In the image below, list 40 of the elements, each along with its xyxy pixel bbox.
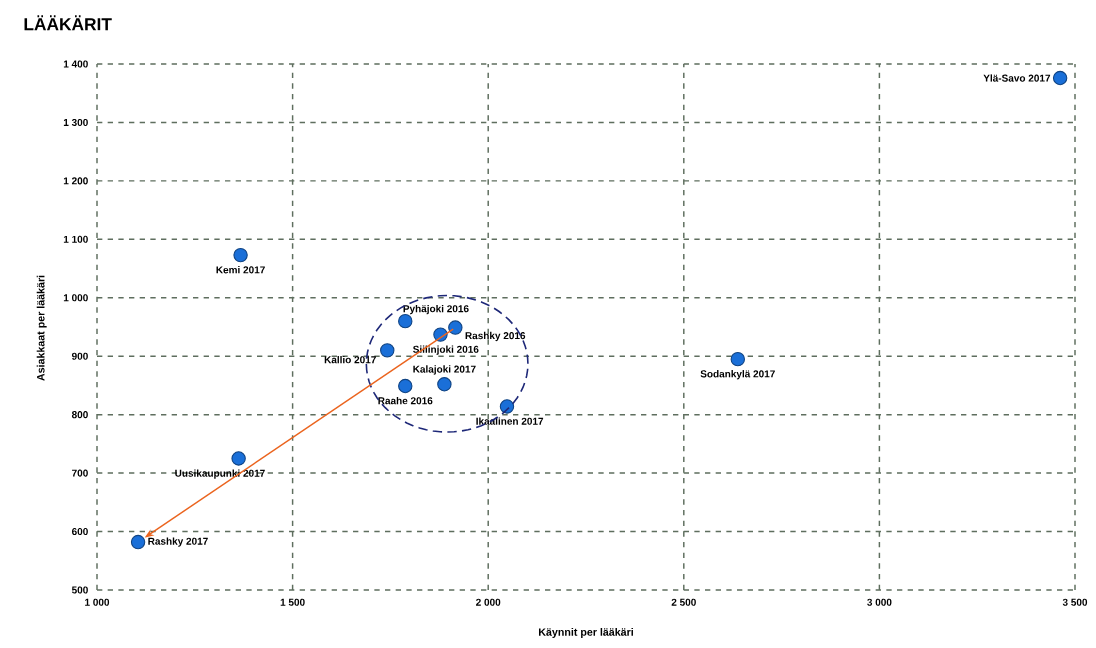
annotation: Pyhäjoki 2016 — [403, 304, 469, 315]
point — [448, 320, 463, 335]
y-axis-title: Asiakkaat per lääkäri — [36, 275, 47, 381]
y-tick-label: 1 300 — [63, 118, 88, 126]
annotation: Ikaalinen 2017 — [476, 417, 544, 425]
y-tick-label: 800 — [71, 411, 88, 419]
annotation: Rashky 2017 — [148, 537, 208, 547]
y-tick-label: 1 000 — [63, 294, 88, 302]
y-tick-label: 1 400 — [63, 60, 88, 68]
annotation: Ylä-Savo 2017 — [983, 74, 1051, 82]
point — [499, 399, 515, 414]
x-axis-title: Käynnit per lääkäri — [538, 627, 633, 638]
annotation: Kallio 2017 — [324, 355, 376, 364]
y-tick-label: 600 — [71, 528, 88, 536]
point — [130, 534, 146, 550]
y-tick-label: 500 — [71, 586, 88, 594]
x-tick-label: 2 500 — [671, 598, 696, 606]
annotation: Rashky 2016 — [465, 331, 526, 342]
point — [233, 247, 248, 263]
annotation: Kemi 2017 — [216, 266, 265, 274]
point — [1052, 70, 1068, 86]
y-tick-label: 1 200 — [63, 177, 88, 185]
point — [398, 378, 413, 394]
x-tick-label: 2 000 — [476, 598, 501, 606]
annotation: Sodankylä 2017 — [700, 370, 775, 380]
chart-title: LÄÄKÄRIT — [24, 15, 112, 31]
y-tick-label: 700 — [72, 469, 88, 477]
point — [730, 351, 745, 367]
point — [380, 343, 395, 358]
y-tick-label: 1 100 — [63, 235, 88, 243]
x-tick-label: 3 000 — [867, 598, 892, 606]
point — [231, 451, 246, 466]
x-tick-label: 1 000 — [85, 598, 110, 606]
annotation: Raahe 2016 — [378, 396, 433, 405]
x-tick-label: 3 500 — [1062, 598, 1088, 606]
y-tick-label: 900 — [71, 352, 88, 360]
x-tick-label: 1 500 — [280, 598, 305, 606]
point — [398, 313, 413, 329]
point — [437, 377, 452, 392]
annotation: Kalajoki 2017 — [413, 365, 476, 375]
